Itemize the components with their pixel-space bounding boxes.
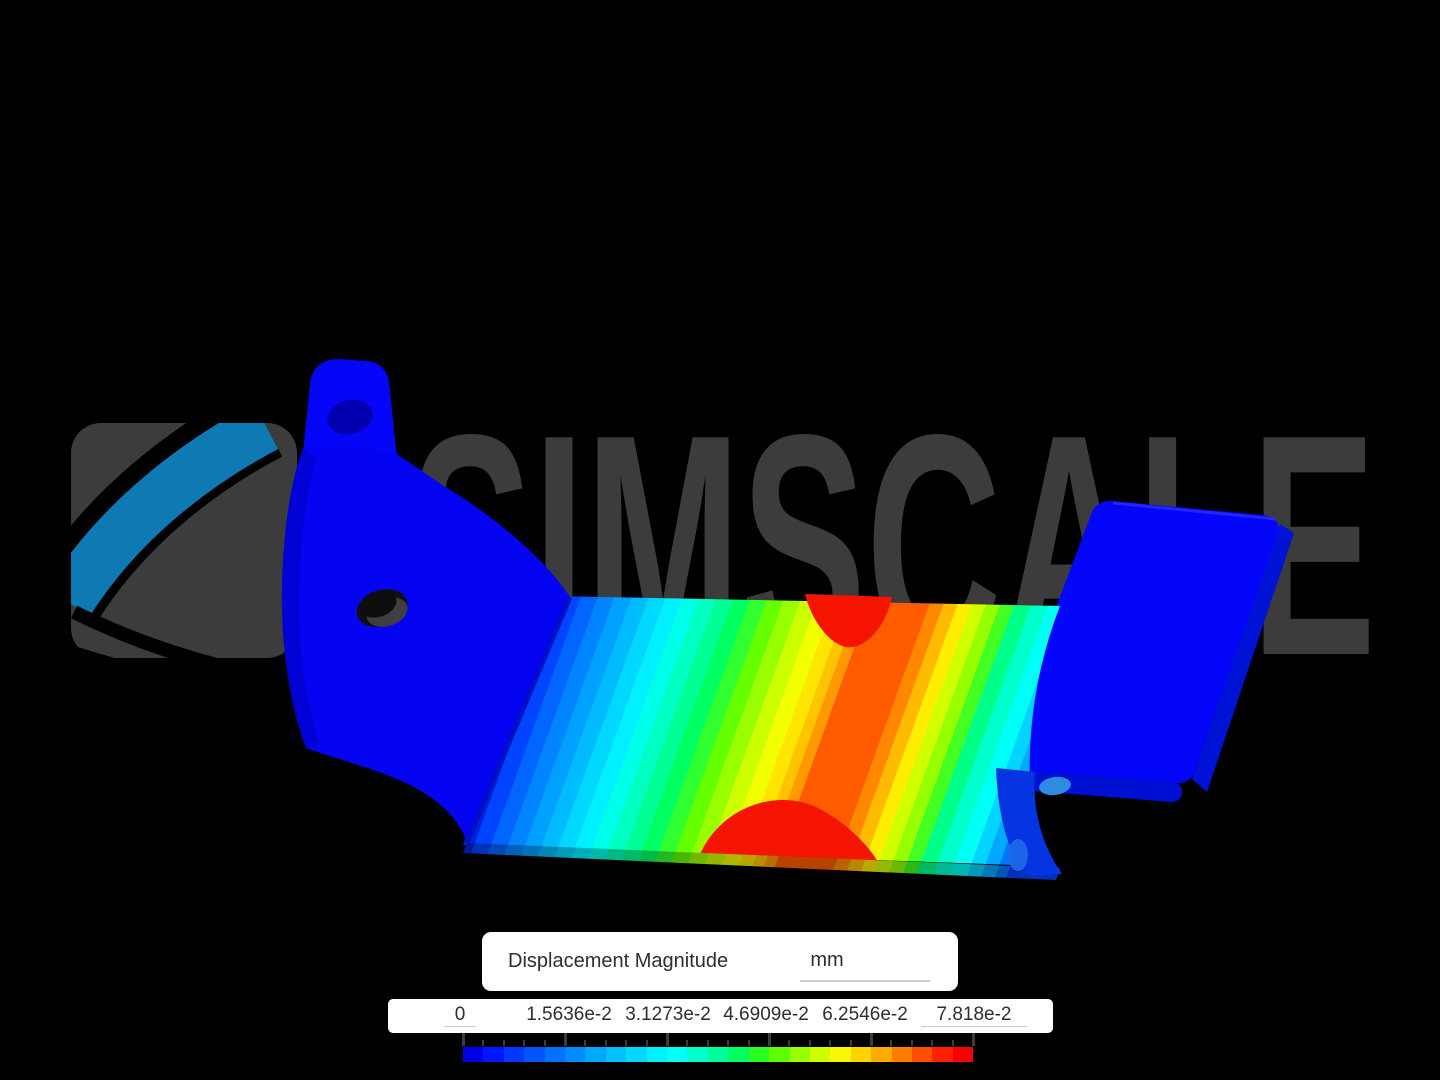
colorbar-segment-1 [483, 1047, 504, 1062]
colorbar-major-tick [870, 1033, 873, 1046]
red-hotspot-top [805, 594, 892, 648]
colorbar-minor-tick [706, 1040, 709, 1046]
colorbar-segment-20 [871, 1047, 892, 1062]
colorbar-minor-tick [890, 1040, 893, 1046]
legend-min-input[interactable]: 0 [454, 1004, 466, 1025]
colorbar-minor-tick [747, 1040, 750, 1046]
colorbar-major-tick [666, 1033, 669, 1046]
colorbar-minor-tick [584, 1040, 587, 1046]
colorbar-segment-12 [707, 1047, 729, 1062]
colorbar-minor-tick [849, 1040, 852, 1046]
colorbar-segment-19 [850, 1047, 872, 1062]
legend-max-input[interactable]: 7.818e-2 [936, 1004, 1012, 1025]
colorbar-segment-15 [769, 1047, 790, 1062]
colorbar-segment-23 [932, 1047, 953, 1062]
colorbar-minor-tick [625, 1040, 628, 1046]
colorbar-minor-tick [543, 1040, 546, 1046]
red-hotspot-bottom [700, 799, 878, 862]
tab-bolt-hole [327, 399, 373, 435]
colorbar-segment-8 [626, 1047, 647, 1062]
colorbar-minor-tick [502, 1040, 505, 1046]
colorbar-minor-tick [482, 1040, 485, 1046]
colorbar-segment-13 [728, 1047, 749, 1062]
colorbar-minor-tick [686, 1040, 689, 1046]
legend-tick-2: 3.1273e-2 [625, 1004, 711, 1025]
colorbar-major-tick [972, 1033, 975, 1046]
colorbar [463, 1047, 974, 1062]
colorbar-major-tick [462, 1033, 465, 1046]
simscale-logo-icon [71, 423, 297, 658]
colorbar-minor-tick [829, 1040, 832, 1046]
colorbar-minor-tick [788, 1040, 791, 1046]
legend-max-underline [921, 1026, 1027, 1027]
colorbar-minor-tick [645, 1040, 648, 1046]
model-contour-plate [463, 594, 1060, 880]
colorbar-segment-7 [605, 1047, 627, 1062]
flange-bolt-hole [356, 589, 408, 627]
colorbar-segment-9 [646, 1047, 668, 1062]
colorbar-segment-10 [667, 1047, 688, 1062]
colorbar-segment-22 [911, 1047, 933, 1062]
legend-range-card: 0 1.5636e-2 3.1273e-2 4.6909e-2 6.2546e-… [388, 999, 1053, 1033]
legend-field-name: Displacement Magnitude [508, 950, 729, 972]
colorbar-minor-tick [727, 1040, 730, 1046]
colorbar-segment-16 [789, 1047, 810, 1062]
legend-min-underline [444, 1026, 476, 1027]
legend-tick-4: 6.2546e-2 [822, 1004, 908, 1025]
colorbar-segment-24 [952, 1047, 974, 1062]
colorbar-segment-11 [687, 1047, 708, 1062]
legend-field-card: Displacement Magnitude mm [482, 932, 958, 991]
colorbar-tick-marks [462, 1033, 975, 1046]
legend-tick-3: 4.6909e-2 [723, 1004, 809, 1025]
colorbar-minor-tick [604, 1040, 607, 1046]
legend-unit-input[interactable]: mm [810, 949, 844, 971]
colorbar-minor-tick [808, 1040, 811, 1046]
colorbar-major-tick [768, 1033, 771, 1046]
legend-tick-1: 1.5636e-2 [526, 1004, 612, 1025]
colorbar-major-tick [564, 1033, 567, 1046]
colorbar-segment-0 [463, 1047, 484, 1062]
colorbar-segment-3 [524, 1047, 545, 1062]
colorbar-segment-2 [503, 1047, 525, 1062]
colorbar-segment-6 [585, 1047, 606, 1062]
colorbar-segment-14 [748, 1047, 770, 1062]
legend-unit-underline [800, 980, 930, 982]
colorbar-segment-18 [830, 1047, 851, 1062]
colorbar-minor-tick [910, 1040, 913, 1046]
colorbar-segment-5 [565, 1047, 586, 1062]
colorbar-minor-tick [931, 1040, 934, 1046]
colorbar-minor-tick [523, 1040, 526, 1046]
colorbar-segment-17 [809, 1047, 831, 1062]
model-flange-body [281, 446, 573, 844]
colorbar-minor-tick [951, 1040, 954, 1046]
colorbar-segment-21 [891, 1047, 912, 1062]
colorbar-segment-4 [544, 1047, 566, 1062]
